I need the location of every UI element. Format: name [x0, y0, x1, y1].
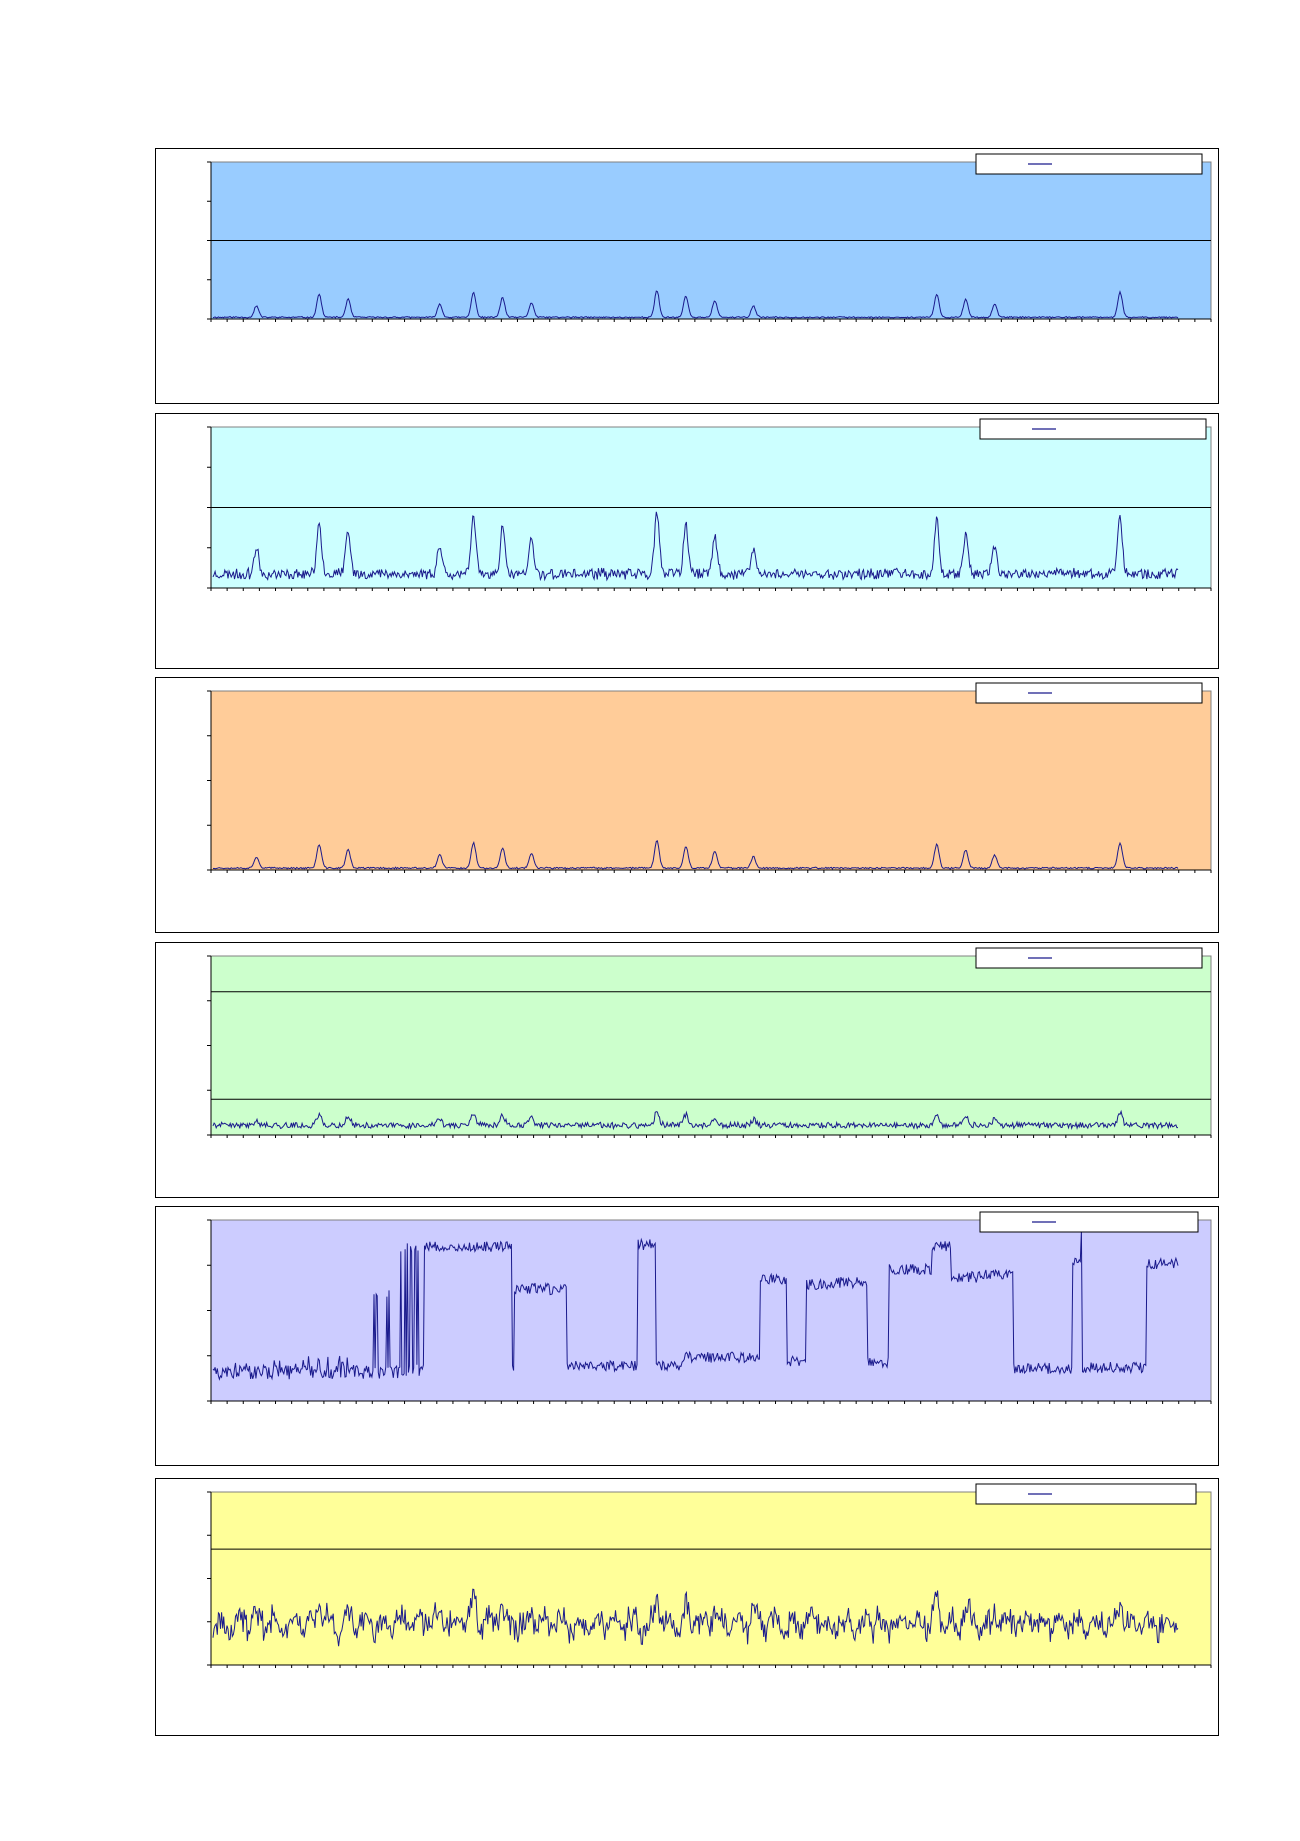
chart-frame-3	[155, 677, 1219, 933]
legend-box	[975, 1483, 1197, 1505]
series-line	[212, 1230, 1179, 1381]
series-line	[212, 1109, 1178, 1131]
chart-svg-4	[207, 947, 1212, 1138]
series-line	[212, 290, 1179, 319]
legend-box	[979, 418, 1207, 440]
plot-area	[210, 690, 1212, 871]
chart-svg-5	[207, 1211, 1212, 1404]
series-line	[212, 511, 1179, 582]
chart-frame-6	[155, 1478, 1219, 1736]
chart-frame-1	[155, 148, 1219, 404]
chart-frame-5	[155, 1206, 1219, 1466]
chart-frame-2	[155, 413, 1219, 669]
plot-area	[210, 1491, 1212, 1666]
chart-svg-3	[207, 682, 1212, 873]
chart-svg-1	[207, 153, 1212, 322]
chart-frame-4	[155, 942, 1219, 1198]
legend-box	[975, 682, 1203, 704]
series-line	[212, 840, 1179, 870]
chart-svg-2	[207, 418, 1212, 591]
legend-box	[975, 947, 1203, 969]
chart-svg-6	[207, 1483, 1212, 1668]
legend-box	[975, 153, 1203, 175]
plot-area	[210, 955, 1212, 1136]
legend-box	[979, 1211, 1199, 1233]
series-line	[212, 1588, 1179, 1647]
